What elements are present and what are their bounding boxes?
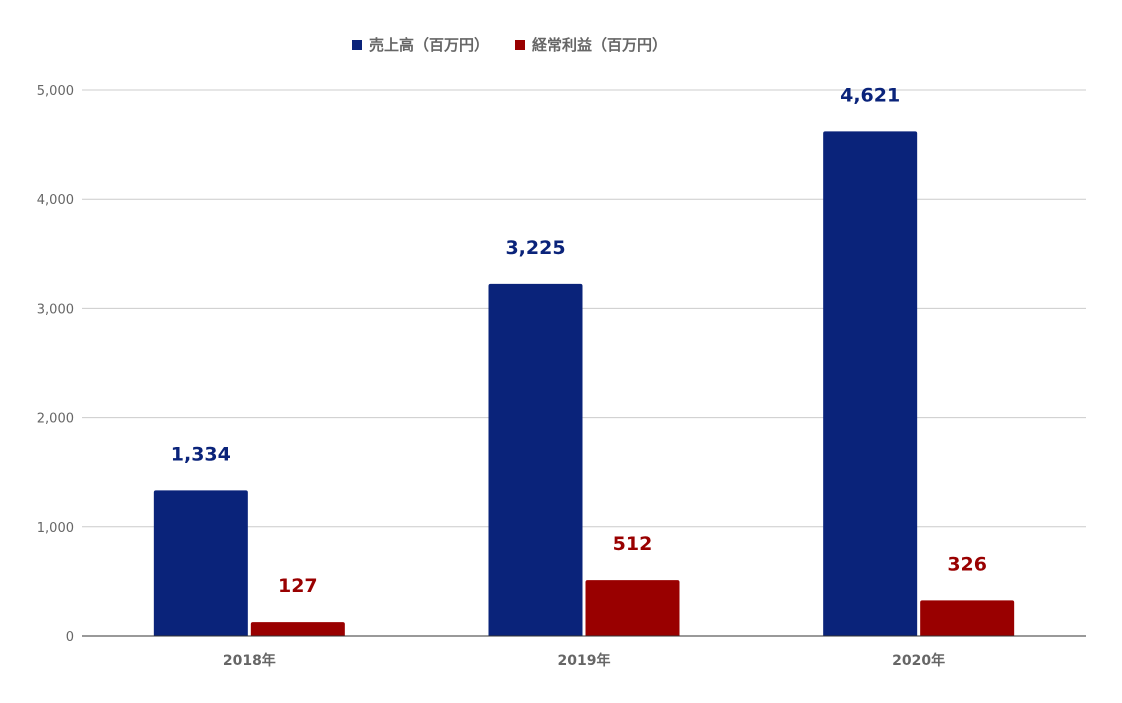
y-tick-label: 0 xyxy=(66,630,74,645)
y-tick-label: 1,000 xyxy=(37,521,74,536)
gridlines xyxy=(82,89,1086,528)
bar-sales-2018年 xyxy=(153,490,248,636)
legend-label-sales: 売上高（百万円） xyxy=(369,36,489,54)
legend: 売上高（百万円） 経常利益（百万円） xyxy=(352,36,667,54)
x-tick-label: 2019年 xyxy=(558,652,611,669)
bar-profit-2020年 xyxy=(920,600,1015,636)
x-tick-label: 2020年 xyxy=(892,652,945,669)
bars xyxy=(153,131,1015,637)
data-label-sales: 3,225 xyxy=(505,237,565,259)
data-label-profit: 326 xyxy=(947,553,987,575)
data-labels: 1,334 127 3,225 512 4,621 326 xyxy=(171,84,987,597)
data-label-sales: 1,334 xyxy=(171,443,231,465)
y-tick-label: 3,000 xyxy=(37,302,74,317)
data-label-profit: 512 xyxy=(613,533,653,555)
x-tick-label: 2018年 xyxy=(223,652,276,669)
bar-sales-2019年 xyxy=(488,283,583,636)
bar-sales-2020年 xyxy=(823,131,918,637)
bar-profit-2018年 xyxy=(250,622,345,636)
y-tick-label: 5,000 xyxy=(37,84,74,99)
y-tick-label: 4,000 xyxy=(37,193,74,208)
data-label-profit: 127 xyxy=(278,575,318,597)
data-label-sales: 4,621 xyxy=(840,84,900,106)
legend-swatch-profit xyxy=(515,40,525,50)
y-axis-ticks: 0 1,000 2,000 3,000 4,000 5,000 xyxy=(37,84,74,645)
legend-label-profit: 経常利益（百万円） xyxy=(532,36,667,54)
legend-swatch-sales xyxy=(352,40,362,50)
y-tick-label: 2,000 xyxy=(37,412,74,427)
bar-profit-2019年 xyxy=(585,580,680,636)
x-axis-ticks: 2018年 2019年 2020年 xyxy=(223,652,945,669)
